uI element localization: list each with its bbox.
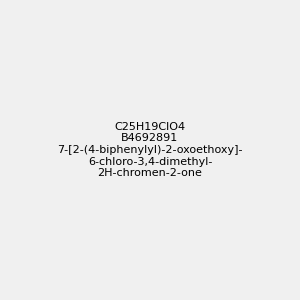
Text: C25H19ClO4
B4692891
7-[2-(4-biphenylyl)-2-oxoethoxy]-
6-chloro-3,4-dimethyl-
2H-: C25H19ClO4 B4692891 7-[2-(4-biphenylyl)-… (57, 122, 243, 178)
